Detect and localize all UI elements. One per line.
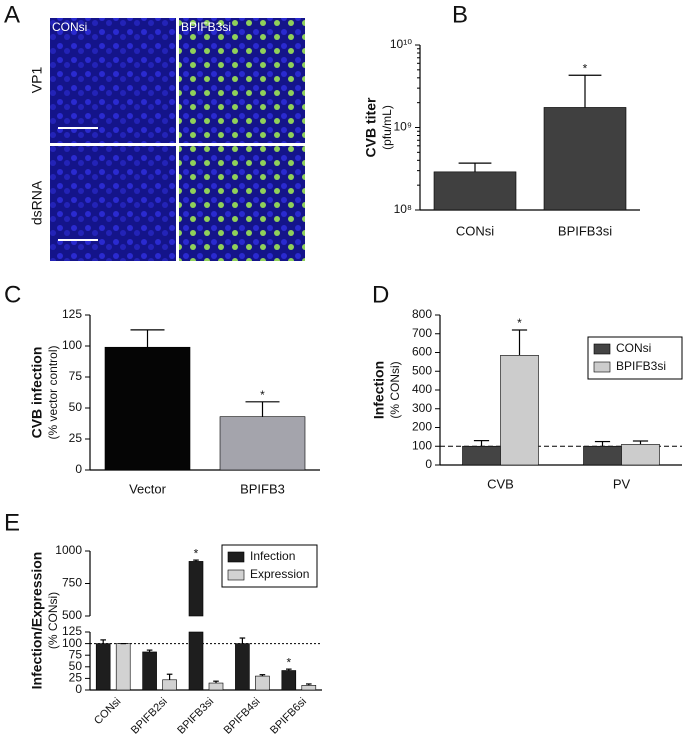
y-tick-label: 25 <box>69 431 83 445</box>
bar <box>208 682 224 691</box>
y-axis-label: CVB infection <box>29 347 45 439</box>
micrograph <box>50 18 176 143</box>
legend-label: BPIFB3si <box>616 359 666 373</box>
significance-marker: * <box>194 546 199 560</box>
x-tick-label: PV <box>613 476 631 491</box>
y-axis-label: Infection/Expression <box>29 552 45 690</box>
x-tick-label: BPIFB6si <box>268 696 309 737</box>
y-tick-label: 500 <box>412 363 432 377</box>
significance-marker: * <box>260 388 265 402</box>
bar <box>104 346 191 471</box>
x-tick-label: BPIFB4si <box>222 696 263 737</box>
y-tick-label: 200 <box>412 420 432 434</box>
bar <box>543 107 627 211</box>
y-tick-label: 10⁹ <box>394 120 413 134</box>
y-tick-label: 10¹⁰ <box>390 37 412 51</box>
y-tick-label: 75 <box>69 369 83 383</box>
y-tick-label: 0 <box>75 462 82 476</box>
legend-swatch <box>227 551 245 563</box>
y-tick-label: 0 <box>75 682 82 696</box>
y-axis-label: CVB titer <box>363 97 379 157</box>
y-axis-sublabel: (% vector control) <box>46 345 60 439</box>
y-tick-label: 25 <box>69 671 83 685</box>
y-tick-label: 100 <box>412 438 432 452</box>
y-tick-label: 50 <box>69 659 83 673</box>
panel-label: D <box>372 281 389 308</box>
bar <box>621 444 660 466</box>
image-panel: A CONsi BPIFB3si VP1 dsRNA <box>4 1 305 261</box>
legend-label: Expression <box>250 567 309 581</box>
x-tick-label: BPIFB2si <box>129 696 170 737</box>
x-tick-label: CONsi <box>92 696 123 727</box>
y-tick-label: 50 <box>69 400 83 414</box>
legend-swatch <box>227 569 245 581</box>
y-tick-label: 400 <box>412 382 432 396</box>
bar <box>301 685 317 691</box>
x-tick-label: CONsi <box>456 223 494 238</box>
bar <box>188 561 204 617</box>
chart: C 0 25 50 75 100 125 CVB infection (% vector con… <box>4 281 320 496</box>
y-tick-label: 700 <box>412 326 432 340</box>
y-tick-label: 0 <box>425 457 432 471</box>
y-tick-label: 75 <box>69 647 83 661</box>
x-tick-label: BPIFB3si <box>558 223 612 238</box>
bar <box>188 631 204 691</box>
y-tick-label: 100 <box>62 636 82 650</box>
micrograph <box>179 146 305 261</box>
legend-swatch <box>593 343 611 355</box>
panel-label: A <box>4 1 20 28</box>
bar <box>255 675 270 691</box>
bar <box>281 670 297 691</box>
legend-swatch <box>593 361 611 373</box>
column-label: CONsi <box>52 20 87 34</box>
y-axis-sublabel: (% CONsi) <box>46 592 60 649</box>
y-tick-label: 300 <box>412 401 432 415</box>
micrograph <box>179 18 305 143</box>
y-tick-label: 10⁸ <box>394 202 412 216</box>
micrograph <box>50 146 176 261</box>
legend-label: Infection <box>250 549 295 563</box>
y-axis-sublabel: (% CONsi) <box>388 361 402 418</box>
y-tick-label: 800 <box>412 307 432 321</box>
y-tick-label: 125 <box>62 307 82 321</box>
y-tick-label: 750 <box>62 576 82 590</box>
x-tick-label: Vector <box>129 481 167 496</box>
significance-marker: * <box>517 316 522 330</box>
bar <box>433 171 517 211</box>
y-tick-label: 125 <box>62 624 82 638</box>
bar <box>583 445 622 466</box>
chart: B 10⁸ 10⁹ 10¹⁰ CVB titer (pfu/mL) CONsi BPIFB3s… <box>363 1 640 238</box>
bar <box>235 643 250 691</box>
y-axis-sublabel: (pfu/mL) <box>380 105 394 150</box>
bar <box>162 679 177 691</box>
panel-label: B <box>452 1 468 28</box>
legend-label: CONsi <box>616 341 651 355</box>
y-tick-label: 500 <box>62 608 82 622</box>
y-tick-label: 100 <box>62 338 82 352</box>
y-tick-label: 1000 <box>55 543 82 557</box>
panel-label: C <box>4 281 21 308</box>
bar <box>95 643 111 691</box>
bar <box>219 416 306 471</box>
x-tick-label: CVB <box>487 476 514 491</box>
bar <box>142 651 157 691</box>
row-label: VP1 <box>29 67 45 94</box>
panel-label: E <box>4 509 20 536</box>
significance-marker: * <box>583 61 588 75</box>
x-tick-label: BPIFB3si <box>175 696 216 737</box>
bar <box>115 643 131 691</box>
row-label: dsRNA <box>29 180 45 225</box>
y-tick-label: 600 <box>412 345 432 359</box>
x-tick-label: BPIFB3 <box>240 481 285 496</box>
y-axis-label: Infection <box>371 361 387 419</box>
chart: D 0 100 200 300 400 500 600 700 800 Infection (% CO… <box>371 281 683 491</box>
bar <box>500 355 539 466</box>
significance-marker: * <box>286 655 291 669</box>
column-label: BPIFB3si <box>181 20 231 34</box>
bar <box>462 445 501 466</box>
